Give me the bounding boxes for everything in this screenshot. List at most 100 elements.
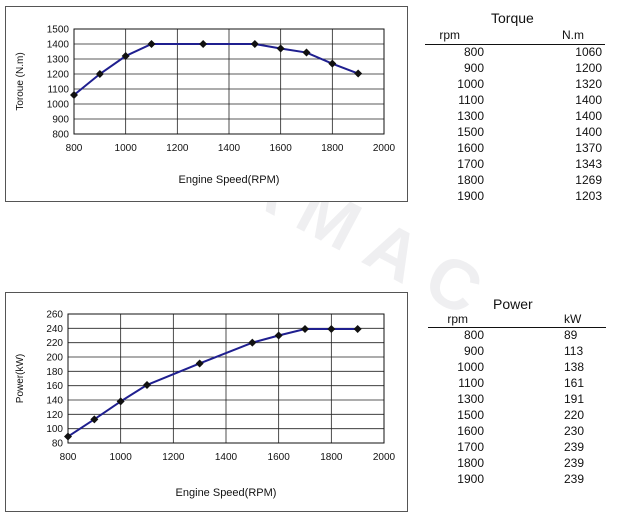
data-point-marker — [248, 338, 257, 347]
x-tick-label: 1000 — [115, 143, 138, 154]
torque-table-title: Torque — [491, 10, 534, 26]
torque-table-rule — [425, 44, 605, 45]
table-cell-rpm: 1100 — [458, 93, 484, 107]
table-cell-value: 161 — [564, 376, 585, 390]
data-point-marker — [116, 397, 125, 406]
torque-chart: 800 1000 1200 1400 1600 1800 2000 800 900 1000 110… — [5, 6, 408, 202]
y-tick-label: 260 — [46, 310, 63, 321]
y-tick-label: 1200 — [47, 70, 70, 81]
y-tick-label: 240 — [46, 324, 63, 335]
data-point-marker — [274, 331, 283, 340]
plot-frame — [73, 28, 385, 135]
table-cell-rpm: 1000 — [457, 360, 484, 374]
table-cell-rpm: 900 — [463, 344, 484, 358]
data-point-marker — [327, 325, 336, 334]
x-tick-label: 1600 — [270, 143, 293, 154]
table-cell-rpm: 1900 — [457, 472, 484, 486]
series-line — [73, 43, 359, 96]
table-cell-value: 1400 — [575, 125, 602, 139]
y-tick-label: 1300 — [47, 55, 70, 66]
table-cell-rpm: 1800 — [457, 456, 484, 470]
table-cell-value: 239 — [564, 472, 585, 486]
data-point-marker — [250, 40, 259, 48]
x-tick-label: 1000 — [110, 452, 133, 463]
table-cell-value: 239 — [564, 456, 585, 470]
power-table-title: Power — [493, 296, 533, 312]
data-point-marker — [301, 325, 309, 334]
x-tick-label: 800 — [66, 143, 83, 154]
table-cell-rpm: 1600 — [457, 141, 484, 155]
table-cell-rpm: 1600 — [457, 424, 484, 438]
table-cell-rpm: 1100 — [458, 376, 484, 390]
y-tick-label: 1000 — [47, 100, 70, 111]
x-tick-label: 1800 — [320, 452, 343, 463]
table-cell-value: 239 — [564, 440, 585, 454]
table-cell-value: 230 — [564, 424, 585, 438]
x-axis-label: Engine Speed(RPM) — [176, 487, 277, 499]
data-point-marker — [353, 325, 362, 334]
plot-frame — [67, 313, 385, 444]
table-cell-value: 220 — [564, 408, 585, 422]
table-cell-rpm: 1700 — [457, 157, 484, 171]
x-tick-label: 2000 — [373, 143, 396, 154]
y-axis-label: Toroue (N.m) — [15, 52, 26, 110]
y-tick-label: 200 — [46, 353, 63, 364]
table-cell-rpm: 800 — [463, 45, 484, 59]
table-cell-rpm: 900 — [463, 61, 484, 75]
table-cell-rpm: 1900 — [457, 189, 484, 203]
table-cell-value: 191 — [564, 392, 585, 406]
data-point-marker — [95, 70, 104, 78]
x-tick-label: 1400 — [215, 452, 238, 463]
x-tick-label: 1200 — [162, 452, 185, 463]
x-tick-label: 2000 — [373, 452, 396, 463]
y-tick-label: 100 — [46, 424, 63, 435]
y-tick-label: 800 — [52, 130, 69, 141]
data-point-marker — [354, 69, 363, 78]
y-tick-label: 120 — [46, 410, 63, 421]
table-cell-value: 1370 — [575, 141, 602, 155]
table-cell-rpm: 1700 — [457, 440, 484, 454]
table-cell-value: 89 — [564, 328, 578, 342]
x-tick-label: 1800 — [321, 143, 344, 154]
x-tick-label: 1200 — [166, 143, 189, 154]
y-tick-label: 160 — [46, 381, 63, 392]
y-tick-label: 900 — [52, 115, 69, 126]
series-line — [67, 328, 358, 438]
data-point-marker — [70, 91, 78, 99]
x-tick-label: 1600 — [268, 452, 291, 463]
y-tick-label: 1400 — [47, 40, 70, 51]
data-point-marker — [143, 380, 151, 389]
data-point-marker — [90, 415, 99, 424]
table-cell-value: 1200 — [575, 61, 602, 75]
table-cell-value: 1320 — [575, 77, 602, 91]
x-axis-label: Engine Speed(RPM) — [179, 174, 280, 186]
torque-table: Torque rpm N.m 800 1060 900 1200 1000 1320 110… — [420, 10, 620, 210]
y-tick-label: 180 — [46, 367, 63, 378]
x-tick-label: 800 — [60, 452, 77, 463]
data-point-marker — [276, 44, 285, 53]
table-cell-rpm: 1500 — [457, 408, 484, 422]
table-cell-value: 113 — [564, 344, 584, 358]
data-point-marker — [328, 59, 337, 68]
power-table-rule — [428, 327, 606, 328]
data-point-marker — [64, 432, 72, 441]
y-tick-label: 1500 — [47, 25, 70, 36]
y-axis-label: Power(kW) — [15, 354, 26, 403]
table-cell-rpm: 1300 — [457, 392, 484, 406]
table-cell-rpm: 1300 — [457, 109, 484, 123]
data-point-marker — [147, 40, 156, 48]
table-cell-rpm: 1500 — [457, 125, 484, 139]
table-cell-value: 1269 — [575, 173, 602, 187]
table-cell-value: 1060 — [575, 45, 602, 59]
table-cell-value: 1400 — [575, 109, 602, 123]
power-table-col-rpm: rpm — [447, 312, 468, 326]
table-cell-rpm: 800 — [463, 328, 484, 342]
data-point-marker — [195, 359, 204, 368]
torque-table-col-unit: N.m — [562, 28, 584, 42]
power-chart-svg: 800 1000 1200 1400 1600 1800 2000 80 100 120 140 16… — [15, 310, 396, 500]
data-point-marker — [199, 40, 208, 48]
y-tick-label: 220 — [46, 338, 63, 349]
x-tick-label: 1400 — [218, 143, 241, 154]
table-cell-rpm: 1000 — [457, 77, 484, 91]
table-cell-value: 1203 — [575, 189, 602, 203]
